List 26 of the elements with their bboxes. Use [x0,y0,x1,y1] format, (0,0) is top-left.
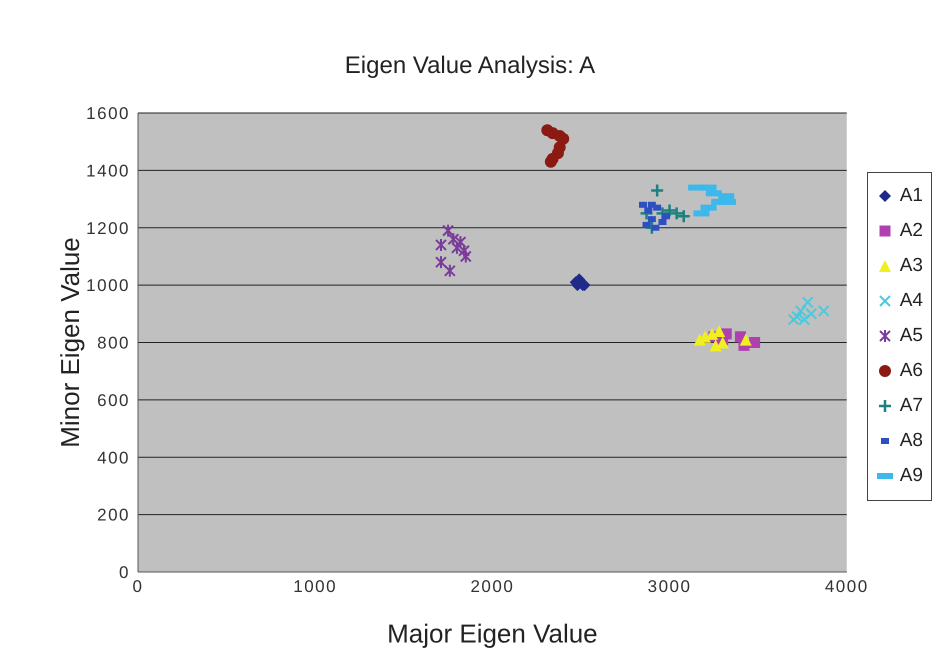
legend-label: A4 [898,289,923,313]
legend-label: A2 [898,219,923,243]
y-tick-label: 1600 [86,104,130,124]
y-tick-label: 0 [119,563,130,582]
x-axis-title: Major Eigen Value [387,618,598,648]
y-tick-label: 400 [97,448,130,468]
legend-label: A5 [898,324,923,348]
y-tick-label: 200 [97,506,130,525]
x-tick-label: 0 [132,577,144,596]
x-tick-label: 1000 [293,577,338,596]
legend-label: A8 [898,429,923,453]
y-tick-label: 600 [97,390,130,410]
y-tick-label: 1400 [86,161,130,180]
y-tick-label: 1000 [86,276,130,296]
legend-label: A7 [898,394,923,418]
legend-label: A6 [898,359,923,383]
y-axis-title: Minor Eigen Value [55,237,86,448]
y-tick-label: 1200 [86,218,130,238]
x-tick-label: 3000 [648,577,692,596]
x-tick-label: 2000 [470,577,514,596]
legend-label: A3 [898,254,923,278]
legend-label: A1 [898,184,923,208]
y-tick-label: 800 [97,334,130,353]
chart-title: Eigen Value Analysis: A [344,52,596,80]
x-tick-label: 4000 [824,577,869,596]
legend-label: A9 [898,464,923,488]
